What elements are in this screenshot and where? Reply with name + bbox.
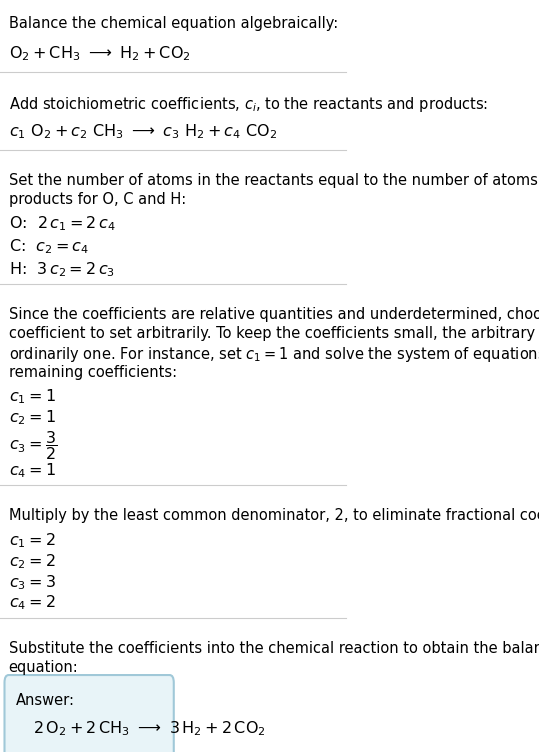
Text: Add stoichiometric coefficients, $c_i$, to the reactants and products:: Add stoichiometric coefficients, $c_i$, …	[9, 96, 488, 114]
Text: $c_4 = 1$: $c_4 = 1$	[9, 461, 56, 480]
Text: Substitute the coefficients into the chemical reaction to obtain the balanced: Substitute the coefficients into the che…	[9, 641, 539, 656]
Text: Since the coefficients are relative quantities and underdetermined, choose a: Since the coefficients are relative quan…	[9, 308, 539, 323]
Text: Balance the chemical equation algebraically:: Balance the chemical equation algebraica…	[9, 16, 338, 31]
FancyBboxPatch shape	[4, 675, 174, 752]
Text: $\mathrm{2\,O_2 + 2\,CH_3\ \longrightarrow\ 3\,H_2 + 2\,CO_2}$: $\mathrm{2\,O_2 + 2\,CH_3\ \longrightarr…	[33, 720, 266, 738]
Text: coefficient to set arbitrarily. To keep the coefficients small, the arbitrary va: coefficient to set arbitrarily. To keep …	[9, 326, 539, 341]
Text: O:  $2\,c_1 = 2\,c_4$: O: $2\,c_1 = 2\,c_4$	[9, 214, 116, 233]
Text: Set the number of atoms in the reactants equal to the number of atoms in the: Set the number of atoms in the reactants…	[9, 173, 539, 188]
Text: ordinarily one. For instance, set $c_1 = 1$ and solve the system of equations fo: ordinarily one. For instance, set $c_1 =…	[9, 345, 539, 365]
Text: $c_2 = 1$: $c_2 = 1$	[9, 408, 56, 427]
Text: $c_1\ \mathrm{O_2} + c_2\ \mathrm{CH_3}\ \longrightarrow\ c_3\ \mathrm{H_2} + c_: $c_1\ \mathrm{O_2} + c_2\ \mathrm{CH_3}\…	[9, 122, 277, 141]
Text: equation:: equation:	[9, 660, 78, 675]
Text: $c_3 = \dfrac{3}{2}$: $c_3 = \dfrac{3}{2}$	[9, 429, 57, 462]
Text: $c_1 = 2$: $c_1 = 2$	[9, 531, 55, 550]
Text: Multiply by the least common denominator, 2, to eliminate fractional coefficient: Multiply by the least common denominator…	[9, 508, 539, 523]
Text: products for O, C and H:: products for O, C and H:	[9, 192, 186, 207]
Text: remaining coefficients:: remaining coefficients:	[9, 365, 177, 380]
Text: $c_4 = 2$: $c_4 = 2$	[9, 594, 55, 612]
Text: $c_3 = 3$: $c_3 = 3$	[9, 573, 56, 592]
Text: C:  $c_2 = c_4$: C: $c_2 = c_4$	[9, 238, 89, 256]
Text: $c_2 = 2$: $c_2 = 2$	[9, 552, 55, 571]
Text: $\mathrm{O_2 + CH_3\ \longrightarrow\ H_2 + CO_2}$: $\mathrm{O_2 + CH_3\ \longrightarrow\ H_…	[9, 44, 190, 63]
Text: H:  $3\,c_2 = 2\,c_3$: H: $3\,c_2 = 2\,c_3$	[9, 260, 115, 279]
Text: $c_1 = 1$: $c_1 = 1$	[9, 387, 56, 406]
Text: Answer:: Answer:	[16, 693, 75, 708]
